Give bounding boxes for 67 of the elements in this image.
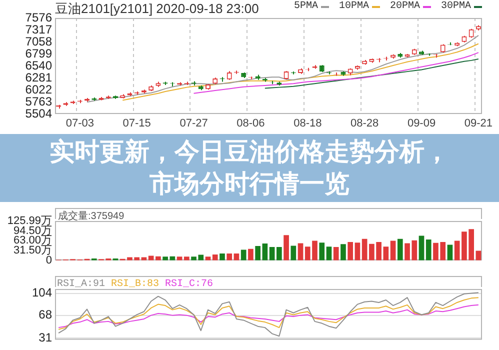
candlestick <box>326 71 332 75</box>
y-tick-label: 6540 <box>25 58 52 72</box>
bar <box>383 246 389 260</box>
x-tick-label: 08-18 <box>294 118 322 130</box>
candlestick <box>376 58 382 63</box>
bar <box>290 246 296 260</box>
text: 实时更新，今日豆油价格走势分析，市场分时行情一览 <box>50 136 450 200</box>
x-tick-label: 07-27 <box>180 118 208 130</box>
bar <box>426 239 432 260</box>
x-tick-label: 09-21 <box>464 118 493 130</box>
bar <box>255 246 260 260</box>
bar <box>148 256 154 260</box>
bar <box>390 240 396 260</box>
candlestick <box>220 76 225 82</box>
y-tick-label: 7576 <box>25 10 52 24</box>
x-tick-label: 09-09 <box>407 118 436 130</box>
legend-label: 20PMA <box>390 1 420 12</box>
x-tick-label: 08-06 <box>236 118 265 130</box>
bar <box>184 256 190 260</box>
y-tick-label: 5504 <box>25 106 52 120</box>
bar <box>212 254 218 260</box>
series-label: RSI_B:83 <box>111 279 160 290</box>
y-tick-label: 0 <box>46 254 52 266</box>
y-tick-label: 6799 <box>25 46 52 60</box>
y-tick-label: 5763 <box>25 94 52 108</box>
bar <box>348 242 354 260</box>
bar <box>447 244 453 260</box>
bar <box>240 250 246 260</box>
x-tick-label: 07-15 <box>122 118 151 130</box>
bar <box>476 250 482 260</box>
legend-label: 30PMA <box>440 1 471 12</box>
y-tick-label: 104 <box>32 286 52 300</box>
annotation: 成交量:375949 <box>58 211 124 222</box>
y-tick-label: 68 <box>38 308 52 322</box>
y-tick-label: 31.50万 <box>13 244 52 257</box>
y-tick-label: 6022 <box>25 82 52 96</box>
bar <box>362 238 368 260</box>
bar <box>276 246 282 260</box>
bar <box>418 236 424 260</box>
bar <box>262 244 268 260</box>
bar <box>319 242 325 260</box>
y-tick-label: 6281 <box>25 70 52 84</box>
x-tick-label: 07-03 <box>66 118 94 130</box>
bar <box>340 244 346 260</box>
bar <box>298 243 304 260</box>
bar <box>248 248 254 260</box>
bar <box>354 242 360 260</box>
candlestick <box>290 71 296 75</box>
candlestick <box>234 70 239 74</box>
bar <box>226 254 232 260</box>
bar <box>220 254 225 260</box>
legend-label: 5PMA <box>294 1 318 12</box>
text: RSI_A:91 <box>57 279 106 290</box>
bar <box>162 256 168 260</box>
y-tick-label: 31 <box>38 330 52 344</box>
legend-label: 10PMA <box>338 1 369 12</box>
bar <box>326 246 332 260</box>
bar <box>269 246 275 260</box>
x-tick-label: 08-28 <box>350 118 379 130</box>
bar <box>284 235 289 260</box>
chart-title: 豆油2101[y2101] 2020-09-18 23:00 <box>55 0 259 18</box>
y-tick-label: 94.50万 <box>13 224 52 237</box>
bar <box>397 238 403 260</box>
y-tick-label: 7058 <box>25 34 52 48</box>
bar <box>333 246 339 260</box>
y-tick-label: 7317 <box>25 22 52 36</box>
text: RSI_C:76 <box>165 279 214 290</box>
